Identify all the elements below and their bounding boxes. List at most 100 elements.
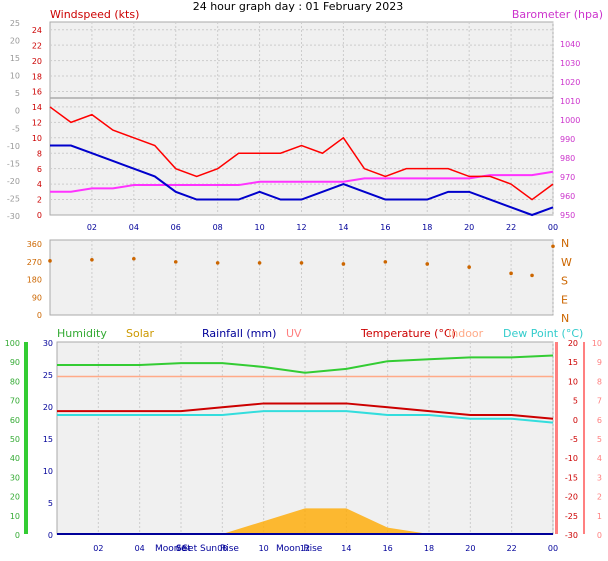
barometer-tick-label: 950 — [560, 211, 575, 220]
legend-uv: UV — [286, 327, 302, 340]
direction-point — [467, 265, 471, 269]
wind-inner-tick-label: 0 — [37, 211, 42, 220]
x-tick-label: 08 — [217, 544, 227, 553]
legend-solar: Solar — [126, 327, 155, 340]
panel-wind-barometer: Windspeed (kts) Barometer (hpa) 25201510… — [7, 8, 603, 232]
direction-point — [509, 271, 513, 276]
wind-inner-tick-label: 22 — [32, 41, 42, 50]
uv-tick-label: 0 — [597, 531, 602, 540]
x-tick-label: 08 — [213, 223, 223, 232]
temperature-tick-label: -20 — [565, 493, 578, 502]
panel3-x-ticks: 02 04 06 08 10 12 14 16 18 20 22 00 — [93, 544, 558, 553]
rainfall-tick-label: 5 — [48, 499, 53, 508]
moonset-label: Moon Set — [155, 544, 198, 554]
rainfall-tick-label: 10 — [43, 467, 53, 476]
barometer-tick-label: 970 — [560, 173, 575, 182]
compass-label: W — [561, 256, 572, 269]
temperature-tick-label: -25 — [565, 512, 578, 521]
humidity-tick-label: 70 — [10, 397, 20, 406]
dew-point-line — [57, 410, 554, 424]
wind-outer-tick-label: -10 — [7, 142, 20, 151]
x-tick-label: 18 — [424, 544, 434, 553]
wind-inner-tick-label: 8 — [37, 149, 42, 158]
temperature-line — [57, 402, 554, 420]
panel1-grid — [50, 22, 554, 215]
temperature-tick-label: -30 — [565, 531, 578, 540]
wind-outer-tick-label: -15 — [7, 159, 20, 168]
wind-outer-tick-label: 15 — [10, 54, 20, 63]
x-tick-label: 06 — [176, 544, 186, 553]
wind-outer-tick-label: -25 — [7, 194, 20, 203]
wind-outer-tick-label: 20 — [10, 37, 20, 46]
barometer-tick-label: 1000 — [560, 116, 580, 125]
x-tick-label: 22 — [507, 544, 517, 553]
panel1-left-outer-ticks: 25 20 15 10 5 0 -5 -10 -15 -20 -25 -30 — [7, 19, 20, 221]
x-tick-label: 14 — [341, 544, 351, 553]
x-tick-label: 06 — [171, 223, 181, 232]
barometer-tick-label: 1020 — [560, 78, 580, 87]
panel1-x-ticks: 02 04 06 08 10 12 14 16 18 20 22 00 — [87, 223, 558, 232]
direction-point — [215, 261, 220, 265]
wind-inner-tick-label: 6 — [37, 165, 42, 174]
humidity-tick-label: 30 — [10, 473, 20, 482]
x-tick-label: 04 — [129, 223, 139, 232]
x-tick-label: 22 — [506, 223, 516, 232]
x-tick-label: 20 — [464, 223, 474, 232]
humidity-tick-label: 90 — [10, 358, 20, 367]
temperature-tick-label: 20 — [568, 339, 578, 348]
wind-avg-line — [50, 144, 554, 217]
wind-inner-tick-label: 10 — [32, 134, 42, 143]
wind-inner-tick-label: 18 — [32, 72, 42, 81]
uv-tick-label: 7 — [597, 397, 602, 406]
wind-outer-tick-label: 25 — [10, 19, 20, 28]
uv-tick-label: 5 — [597, 435, 602, 444]
x-tick-label: 00 — [548, 544, 558, 553]
barometer-tick-label: 990 — [560, 135, 575, 144]
uv-tick-label: 9 — [597, 358, 602, 367]
temperature-ticks: 20 15 10 5 0 -5 -10 -15 -20 -25 -30 — [565, 339, 578, 540]
compass-label: S — [561, 275, 568, 288]
uv-tick-label: 4 — [597, 454, 602, 463]
x-tick-label: 02 — [87, 223, 97, 232]
temperature-tick-label: 15 — [568, 358, 578, 367]
rainfall-tick-label: 25 — [43, 371, 53, 380]
temperature-tick-label: -10 — [565, 454, 578, 463]
x-tick-label: 02 — [93, 544, 103, 553]
wind-inner-tick-label: 4 — [37, 180, 42, 189]
wind-inner-tick-label: 20 — [32, 57, 42, 66]
wind-inner-tick-label: 16 — [32, 88, 42, 97]
solar-area — [57, 508, 553, 534]
x-tick-label: 12 — [300, 544, 310, 553]
direction-point — [48, 259, 52, 263]
compass-label: N — [561, 312, 569, 325]
barometer-axis-label: Barometer (hpa) — [512, 8, 603, 21]
direction-point — [173, 260, 178, 264]
humidity-tick-label: 20 — [10, 493, 20, 502]
direction-tick-label: 0 — [37, 311, 42, 320]
sunset-label: Set — [176, 544, 191, 554]
panel3-series — [57, 354, 554, 535]
x-tick-label: 14 — [338, 223, 348, 232]
uv-tick-label: 2 — [597, 493, 602, 502]
uv-tick-label: 6 — [597, 416, 602, 425]
uv-tick-label: 10 — [592, 339, 602, 348]
x-tick-label: 16 — [380, 223, 390, 232]
wind-inner-tick-label: 24 — [32, 26, 42, 35]
uv-tick-label: 1 — [597, 512, 602, 521]
rainfall-tick-label: 15 — [43, 435, 53, 444]
x-tick-label: 00 — [548, 223, 558, 232]
wind-inner-tick-label: 14 — [32, 103, 42, 112]
direction-tick-label: 360 — [27, 240, 42, 249]
humidity-tick-label: 80 — [10, 377, 20, 386]
wind-inner-tick-label: 12 — [32, 119, 42, 128]
barometer-tick-label: 1010 — [560, 97, 580, 106]
humidity-tick-label: 10 — [10, 512, 20, 521]
direction-point — [341, 262, 346, 266]
barometer-tick-label: 1030 — [560, 59, 580, 68]
barometer-tick-label: 980 — [560, 154, 575, 163]
humidity-tick-label: 50 — [10, 435, 20, 444]
uv-axis-bar — [583, 342, 585, 534]
